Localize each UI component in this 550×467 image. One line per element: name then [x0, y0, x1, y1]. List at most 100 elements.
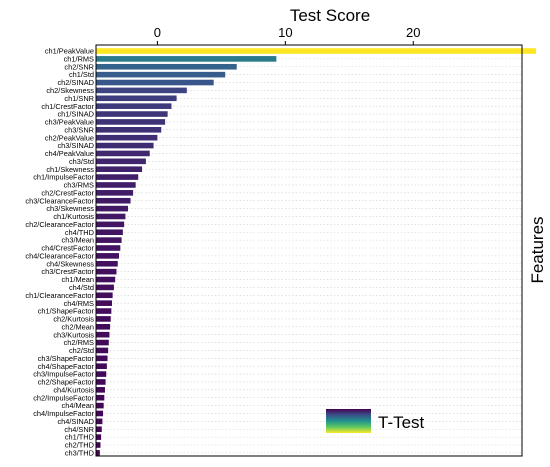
category-label: ch3/ClearanceFactor	[25, 196, 94, 205]
category-label: ch1/RMS	[64, 54, 94, 63]
bar	[96, 426, 102, 433]
category-label: ch2/ShapeFactor	[38, 378, 95, 387]
bar	[96, 260, 118, 267]
bar	[96, 308, 112, 314]
bar	[96, 331, 110, 338]
category-label: ch4/SNR	[64, 425, 94, 434]
category-label: ch1/PeakValue	[45, 47, 94, 56]
bar	[96, 268, 117, 275]
category-label: ch1/Mean	[62, 275, 94, 284]
bar	[96, 253, 120, 259]
bar	[96, 95, 177, 102]
legend: T-Test	[326, 409, 425, 433]
bar	[96, 71, 226, 78]
bar	[96, 450, 100, 456]
bar	[96, 442, 101, 448]
bar	[96, 48, 537, 54]
bar	[96, 142, 154, 149]
bar	[96, 127, 162, 133]
bar	[96, 316, 111, 322]
category-label: ch3/THD	[65, 448, 94, 457]
category-label: ch2/ClearanceFactor	[25, 220, 94, 229]
bar	[96, 119, 166, 125]
bar	[96, 158, 146, 165]
bar	[96, 394, 105, 401]
bar	[96, 245, 121, 251]
bar	[96, 339, 109, 346]
category-label: ch2/PeakValue	[45, 133, 94, 142]
category-labels: ch1/PeakValuech1/RMSch2/SNRch1/Stdch2/SI…	[25, 47, 94, 458]
category-label: ch4/Mean	[62, 401, 94, 410]
category-label: ch2/Std	[69, 346, 94, 355]
category-label: ch4/ShapeFactor	[38, 362, 95, 371]
category-label: ch1/SNR	[64, 94, 94, 103]
plot-area-border	[95, 44, 523, 457]
bar	[96, 63, 237, 70]
bar	[96, 379, 106, 385]
bar	[96, 103, 172, 109]
bar	[96, 402, 104, 409]
category-label: ch3/PeakValue	[45, 118, 94, 127]
category-label: ch2/RMS	[64, 338, 94, 347]
bar	[96, 387, 105, 393]
bar	[96, 111, 168, 117]
category-label: ch4/SINAD	[57, 417, 94, 426]
bar	[96, 205, 128, 212]
category-label: ch1/ShapeFactor	[38, 307, 95, 316]
bar	[96, 434, 102, 440]
bar	[96, 237, 122, 243]
category-label: ch1/CrestFactor	[41, 102, 94, 111]
category-label: ch3/Kurtosis	[53, 330, 94, 339]
category-label: ch3/ImpulseFactor	[33, 370, 94, 379]
category-label: ch2/ImpulseFactor	[33, 393, 94, 402]
bar	[96, 197, 131, 204]
category-label: ch3/SNR	[64, 125, 94, 134]
category-label: ch4/ClearanceFactor	[25, 251, 94, 260]
bar	[96, 276, 116, 283]
category-label: ch1/SINAD	[57, 110, 94, 119]
bar	[96, 221, 125, 228]
bar	[96, 229, 123, 236]
category-label: ch3/ShapeFactor	[38, 354, 95, 363]
bar	[96, 363, 107, 369]
bar	[96, 284, 114, 291]
category-label: ch2/THD	[65, 441, 94, 450]
legend-swatch	[326, 409, 371, 433]
x-ticks: 0 10 20	[154, 25, 420, 45]
category-label: ch1/Std	[69, 70, 94, 79]
category-label: ch2/CrestFactor	[41, 188, 94, 197]
bar	[96, 324, 111, 330]
category-label: ch3/Std	[69, 157, 94, 166]
bars	[96, 48, 537, 456]
category-label: ch4/Skewness	[46, 259, 94, 268]
legend-label: T-Test	[378, 413, 425, 432]
x-tick-label: 10	[278, 25, 292, 40]
bar	[96, 371, 107, 377]
category-label: ch4/CrestFactor	[41, 244, 94, 253]
category-label: ch4/THD	[65, 228, 94, 237]
x-tick-label: 0	[154, 25, 161, 40]
category-label: ch1/Kurtosis	[53, 212, 94, 221]
bar	[96, 418, 103, 425]
category-label: ch1/Skewness	[46, 165, 94, 174]
category-label: ch2/Mean	[62, 322, 94, 331]
category-label: ch1/THD	[65, 433, 94, 442]
category-label: ch3/RMS	[64, 181, 94, 190]
x-axis-label: Test Score	[290, 6, 370, 25]
category-label: ch2/Skewness	[46, 86, 94, 95]
bar	[96, 174, 139, 180]
category-label: ch3/SINAD	[57, 141, 94, 150]
x-tick-label: 20	[406, 25, 420, 40]
category-label: ch4/RMS	[64, 299, 94, 308]
bar	[96, 292, 113, 299]
bar	[96, 56, 277, 62]
bar	[96, 150, 150, 157]
category-label: ch2/SNR	[64, 62, 94, 71]
bar	[96, 410, 104, 417]
category-label: ch2/SINAD	[57, 78, 94, 87]
y-axis-label: Features	[528, 216, 547, 283]
category-label: ch4/ImpulseFactor	[33, 409, 94, 418]
grid-lines	[96, 50, 522, 454]
